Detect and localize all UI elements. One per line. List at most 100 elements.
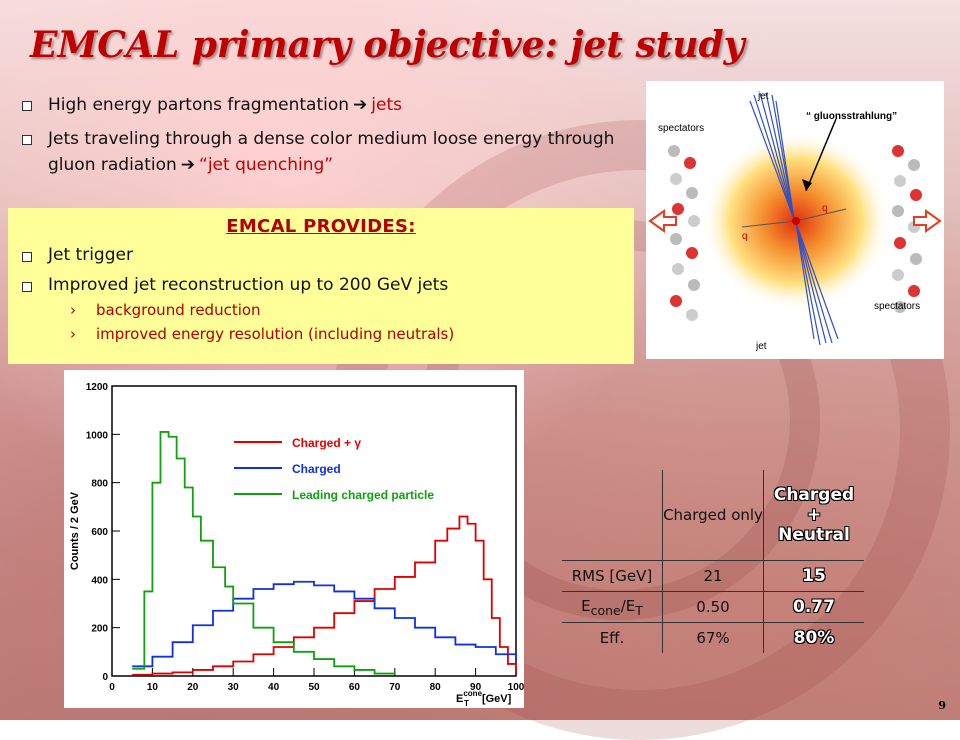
provides-item: Jet trigger (22, 243, 634, 267)
table-header-line: Charged (773, 485, 855, 505)
provides-subitem: › improved energy resolution (including … (70, 323, 634, 345)
x-tick-label: 10 (147, 682, 159, 693)
gluon-pointer (805, 118, 837, 192)
x-tick-label: 30 (228, 682, 240, 693)
table-row-label: Eff. (562, 622, 663, 653)
bullet-body: High energy partons fragmentation (48, 95, 350, 115)
table-header-empty (562, 470, 663, 561)
series-line-2 (132, 580, 517, 668)
bullet-highlight: jets (371, 95, 403, 115)
label-q: q (822, 203, 828, 214)
table-row: RMS [GeV] 21 15 (562, 560, 864, 592)
table-cell-neutral: 15 (763, 560, 864, 592)
table-cell-charged: 67% (662, 622, 764, 653)
econe-subscript: cone (590, 602, 621, 618)
y-tick-label: 1200 (86, 382, 109, 393)
label-gluonsstrahlung: “ gluonsstrahlung” (806, 111, 897, 122)
spectator-nucleons-right (892, 145, 922, 313)
emcal-provides-box: EMCAL PROVIDES: Jet trigger Improved jet… (8, 208, 634, 364)
label-jet-top: jet (757, 91, 769, 102)
table-cell-neutral: 80% (793, 628, 835, 648)
table-cell-neutral: 0.77 (763, 591, 864, 623)
arrow-right-icon (913, 209, 942, 233)
diagram-svg: jet jet “ gluonsstrahlung” spectators sp… (648, 91, 942, 352)
x-tick-label: 80 (430, 682, 442, 693)
bullet-square-icon (22, 101, 32, 111)
provides-item: Improved jet reconstruction up to 200 Ge… (22, 273, 634, 297)
page-number: 9 (938, 699, 946, 712)
jet-quenching-diagram: jet jet “ gluonsstrahlung” spectators sp… (646, 81, 944, 359)
label-spectators-bottom: spectators (874, 301, 920, 312)
provides-subitem-label: improved energy resolution (including ne… (96, 325, 455, 343)
bullet-body: Jets traveling through a dense color med… (48, 129, 615, 175)
legend-label: Charged + γ (292, 436, 361, 450)
jet-cone-bottom (795, 222, 839, 346)
table-header-row: Charged only Charged + Neutral (562, 470, 864, 561)
econe-symbol: E (581, 596, 591, 615)
parton-line (741, 220, 797, 228)
provides-subitem-label: background reduction (96, 301, 261, 319)
provides-item-label: Improved jet reconstruction up to 200 Ge… (48, 275, 449, 295)
x-tick-label: 50 (308, 682, 320, 693)
y-tick-label: 400 (91, 575, 108, 586)
provides-title: EMCAL PROVIDES: (226, 216, 416, 237)
label-q: q (742, 231, 748, 242)
chevron-right-icon: › (70, 325, 76, 343)
bullet-square-icon (22, 135, 32, 145)
y-tick-label: 1000 (86, 430, 109, 441)
x-tick-label: 60 (349, 682, 361, 693)
y-tick-label: 0 (102, 672, 108, 683)
collision-point (792, 217, 800, 225)
legend-label: Charged (292, 462, 341, 476)
y-tick-label: 200 (91, 624, 108, 635)
bullet-text: Jets traveling through a dense color med… (48, 126, 622, 178)
econe-divider: /E (620, 596, 636, 615)
x-tick-label: 20 (187, 682, 199, 693)
x-tick-label: 100 (508, 682, 524, 693)
chevron-right-icon: › (70, 301, 76, 319)
table-row: Econe/ET 0.50 0.77 (562, 591, 864, 623)
table-cell-charged: 21 (662, 560, 764, 592)
series-line-1 (132, 515, 517, 676)
table-row-label: RMS [GeV] (562, 560, 663, 592)
bullet-highlight: “jet quenching” (199, 155, 334, 175)
jet-cone-top (749, 92, 795, 220)
provides-subitem: › background reduction (70, 299, 634, 321)
y-axis-label: Counts / 2 GeV (69, 491, 81, 570)
bullet-fragmentation: High energy partons fragmentation ➔ jets (22, 92, 622, 118)
x-tick-label: 40 (268, 682, 280, 693)
table-cell-charged: 0.50 (662, 591, 764, 623)
x-tick-label: 90 (470, 682, 482, 693)
legend-label: Leading charged particle (292, 488, 434, 502)
table-row-label: Econe/ET (562, 591, 663, 623)
label-spectators-top: spectators (658, 123, 704, 134)
chart-svg: 0 200 400 600 800 1000 1200 0 10 20 30 40 50 60 70 80 90… (69, 382, 524, 708)
arrow-left-icon (648, 209, 677, 233)
parton-line (795, 208, 847, 222)
bullet-text: High energy partons fragmentation ➔ jets (48, 92, 402, 118)
econe-subscript: T (635, 602, 643, 618)
bullet-square-icon (22, 282, 32, 292)
table-header-neutral: Charged + Neutral (763, 470, 864, 561)
table-header-line: + (806, 505, 822, 525)
provides-item-label: Jet trigger (48, 245, 133, 265)
page-title: EMCAL primary objective: jet study (30, 24, 745, 66)
bullet-list: High energy partons fragmentation ➔ jets J… (22, 92, 622, 186)
label-jet-bottom: jet (755, 341, 767, 352)
x-tick-label: 70 (389, 682, 401, 693)
arrow-right-icon: ➔ (353, 95, 368, 115)
y-tick-label: 800 (91, 479, 108, 490)
results-table: Charged only Charged + Neutral RMS [GeV]… (562, 470, 864, 653)
table-row: Eff. 67% 80% (562, 622, 864, 653)
spectator-nucleons-left (668, 145, 700, 321)
series-line-3 (132, 431, 396, 675)
bullet-square-icon (22, 252, 32, 262)
y-tick-label: 600 (91, 527, 108, 538)
energy-distribution-plot: 0 200 400 600 800 1000 1200 0 10 20 30 40 50 60 70 80 90… (64, 370, 524, 708)
bullet-quenching: Jets traveling through a dense color med… (22, 126, 622, 178)
table-header-line: Neutral (778, 525, 850, 545)
x-tick-label: 0 (109, 682, 115, 693)
gluon-pointer-head (802, 179, 812, 191)
arrow-right-icon: ➔ (180, 155, 196, 175)
table-header-charged: Charged only (662, 470, 764, 561)
